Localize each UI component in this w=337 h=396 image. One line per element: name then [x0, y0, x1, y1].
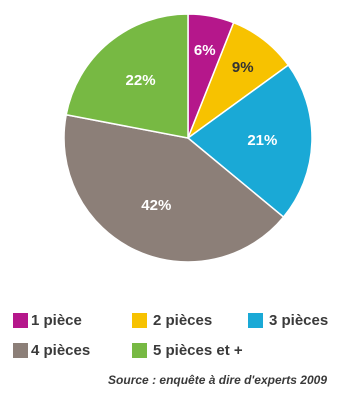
legend-label-2-pieces: 2 pièces: [153, 312, 213, 329]
legend-swatch-5-pieces-plus: [132, 343, 147, 358]
legend-swatch-3-pieces: [248, 313, 263, 328]
legend-swatch-2-pieces: [132, 313, 147, 328]
slice-label-4-pieces: 42%: [141, 197, 171, 214]
legend-label-1-piece: 1 pièce: [31, 312, 82, 329]
pie-chart: 6% 9% 21% 42% 22%: [63, 13, 313, 263]
legend-item-3-pieces: 3 pièces: [248, 312, 328, 329]
legend-label-5-pieces-plus: 5 pièces et +: [153, 342, 243, 359]
slice-label-1-piece: 6%: [194, 42, 216, 59]
legend-item-2-pieces: 2 pièces: [132, 312, 212, 329]
legend-item-5-pieces-plus: 5 pièces et +: [132, 342, 243, 359]
legend-swatch-1-piece: [13, 313, 28, 328]
slice-label-5-pieces-plus: 22%: [126, 72, 156, 89]
legend-label-4-pieces: 4 pièces: [31, 342, 91, 359]
legend-item-4-pieces: 4 pièces: [13, 342, 90, 359]
slice-label-3-pieces: 21%: [247, 132, 277, 149]
legend-item-1-piece: 1 pièce: [13, 312, 82, 329]
legend-swatch-4-pieces: [13, 343, 28, 358]
legend-label-3-pieces: 3 pièces: [269, 312, 329, 329]
pie-slice-4-pieces: [63, 113, 285, 263]
slice-label-2-pieces: 9%: [232, 59, 254, 76]
source-note: Source : enquête à dire d'experts 2009: [108, 373, 327, 387]
pie-slice-5-pieces-plus: [65, 13, 189, 139]
pie-slice-3-pieces: [186, 64, 313, 219]
